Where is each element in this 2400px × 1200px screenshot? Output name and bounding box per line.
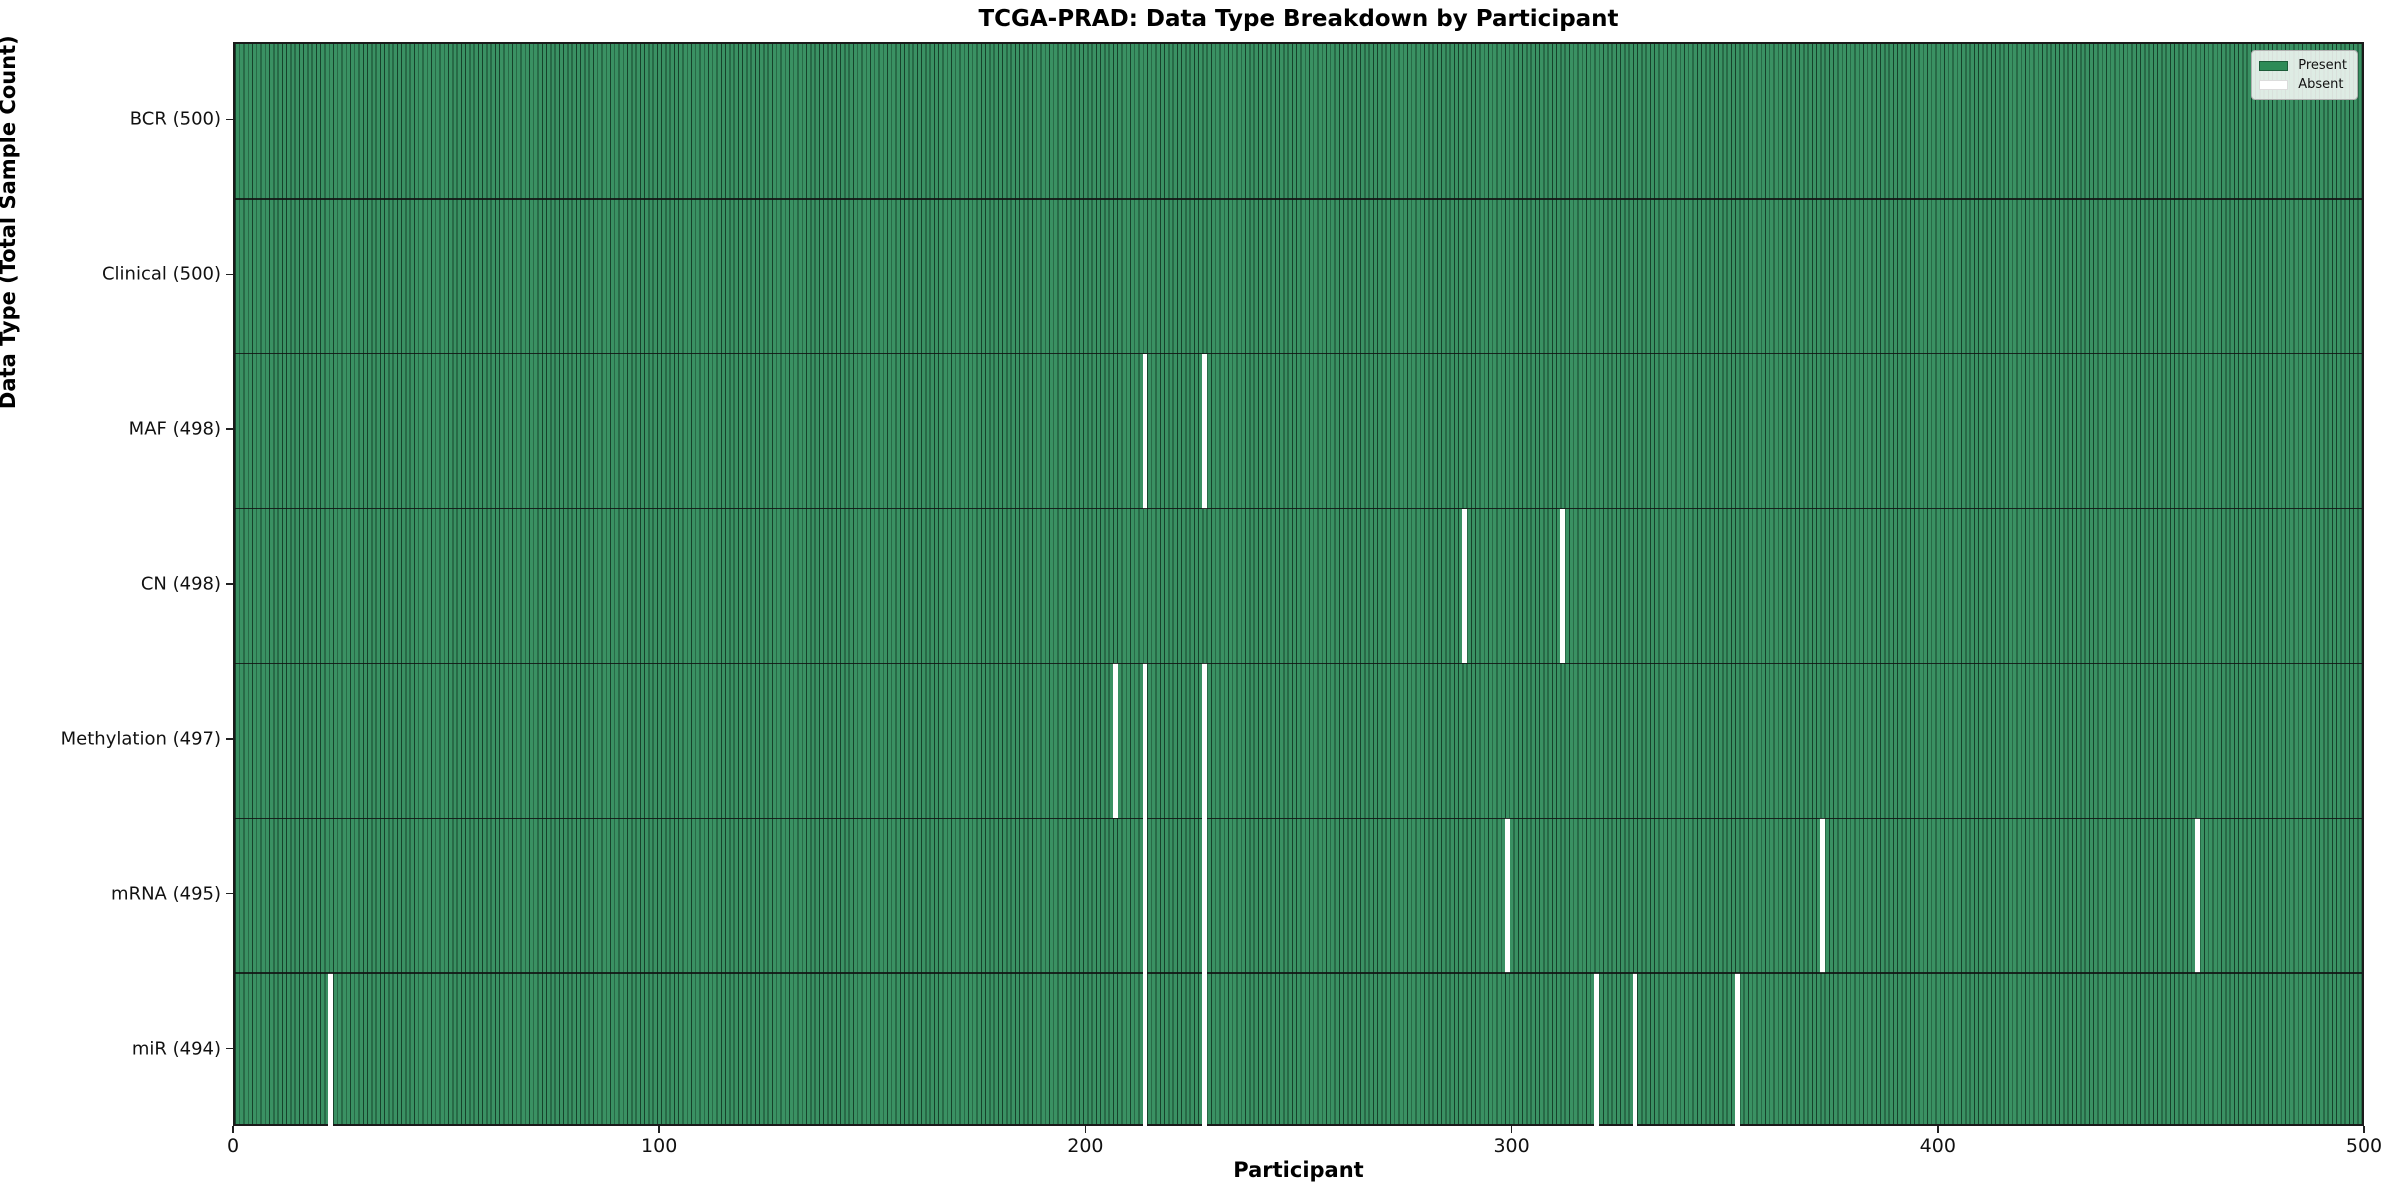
- xtick-mark: [658, 1126, 660, 1133]
- absent-gap-miR-22: [328, 973, 334, 1128]
- ytick-mark: [226, 1047, 233, 1050]
- absent-gap-Methylation-213: [1142, 663, 1148, 819]
- xtick-label-0: 0: [226, 1135, 240, 1157]
- absent-gap-miR-227: [1202, 973, 1208, 1128]
- xtick-label-500: 500: [2345, 1135, 2383, 1157]
- row-separator-break: [1202, 817, 1208, 820]
- absent-gap-MAF-227: [1202, 353, 1208, 509]
- absent-gap-Methylation-206: [1112, 663, 1118, 819]
- ytick-label-Methylation: Methylation (497): [60, 728, 221, 750]
- ytick-mark: [226, 583, 233, 585]
- absent-gap-miR-319: [1594, 973, 1600, 1128]
- ytick-label-CN: CN (498): [140, 573, 221, 595]
- absent-gap-MAF-213: [1142, 353, 1148, 509]
- absent-gap-miR-352: [1734, 973, 1740, 1128]
- xtick-label-100: 100: [641, 1135, 678, 1157]
- plot-area: Present Absent: [233, 42, 2364, 1128]
- xtick-mark: [1510, 1126, 1513, 1133]
- x-axis-label: Participant: [1233, 1158, 1364, 1182]
- absent-swatch-icon: [2259, 79, 2289, 90]
- row-separator: [235, 198, 2362, 200]
- row-separator: [235, 507, 2362, 510]
- row-separator: [235, 972, 2362, 974]
- legend-entry-present: Present: [2259, 56, 2347, 75]
- row-separator-break: [1202, 972, 1208, 975]
- xtick-label-300: 300: [1493, 1135, 1530, 1157]
- y-axis-label: Data Type (Total Sample Count): [0, 35, 20, 410]
- absent-gap-CN-288: [1462, 508, 1467, 664]
- absent-gap-mRNA-460: [2195, 818, 2201, 974]
- row-separator: [235, 662, 2362, 665]
- ytick-label-BCR: BCR (500): [129, 108, 221, 130]
- row-separator: [235, 817, 2362, 820]
- ytick-label-miR: miR (494): [131, 1038, 221, 1060]
- present-swatch-icon: [2259, 60, 2289, 71]
- ytick-label-mRNA: mRNA (495): [111, 883, 221, 905]
- absent-gap-Methylation-227: [1202, 663, 1208, 819]
- absent-gap-miR-213: [1142, 973, 1148, 1128]
- present-bars-pattern: [235, 44, 2362, 1124]
- ytick-mark: [226, 428, 233, 430]
- ytick-mark: [226, 892, 233, 895]
- ytick-mark: [226, 118, 233, 121]
- row-separator: [235, 352, 2362, 355]
- absent-gap-CN-311: [1560, 508, 1566, 664]
- absent-gap-mRNA-213: [1142, 818, 1148, 974]
- row-separator-break: [1142, 817, 1148, 820]
- xtick-mark: [1084, 1126, 1087, 1133]
- ytick-label-MAF: MAF (498): [128, 418, 221, 440]
- xtick-mark: [1937, 1126, 1939, 1133]
- legend: Present Absent: [2251, 50, 2358, 100]
- xtick-label-200: 200: [1067, 1135, 1104, 1157]
- ytick-label-Clinical: Clinical (500): [101, 263, 221, 285]
- absent-gap-mRNA-227: [1202, 818, 1208, 974]
- legend-label-absent: Absent: [2298, 77, 2344, 92]
- row-separator-break: [1142, 972, 1148, 975]
- ytick-mark: [226, 738, 233, 740]
- xtick-label-400: 400: [1919, 1135, 1956, 1157]
- xtick-mark: [232, 1126, 234, 1133]
- legend-entry-absent: Absent: [2259, 75, 2347, 94]
- absent-gap-mRNA-372: [1820, 818, 1826, 974]
- absent-gap-miR-328: [1632, 973, 1638, 1128]
- legend-label-present: Present: [2298, 58, 2347, 73]
- ytick-mark: [226, 273, 233, 276]
- absent-gap-mRNA-298: [1504, 818, 1510, 974]
- xtick-mark: [2363, 1126, 2365, 1133]
- chart-title: TCGA-PRAD: Data Type Breakdown by Partic…: [978, 6, 1619, 32]
